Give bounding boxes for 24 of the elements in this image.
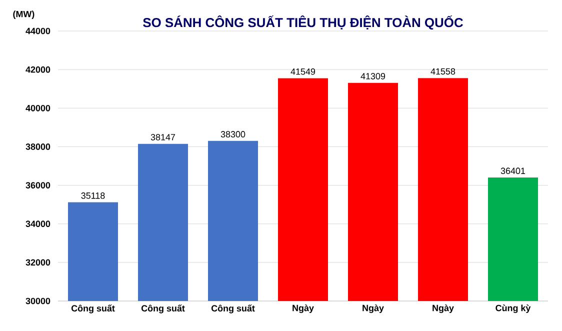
data-label: 36401 — [500, 168, 526, 174]
data-label: 38300 — [220, 131, 246, 138]
x-tick-label: Công suất — [211, 304, 255, 314]
y-tick-label: 38000 — [26, 144, 50, 150]
y-tick-label: 42000 — [26, 66, 50, 73]
y-axis-title: (MW) — [13, 10, 34, 19]
x-tick-label: Ngày — [432, 304, 454, 313]
x-tick-label: Cùng kỳ — [496, 304, 531, 313]
x-tick-label: Ngày — [292, 304, 314, 313]
y-tick-label: 30000 — [26, 298, 50, 304]
x-tick-label: Công suất — [71, 304, 115, 314]
y-tick-label: 34000 — [26, 220, 50, 228]
y-tick-label: 40000 — [26, 104, 50, 112]
data-label: 35118 — [81, 192, 105, 199]
y-tick-label: 36000 — [26, 182, 50, 188]
chart-title: SO SÁNH CÔNG SUẤT TIÊU THỤ ĐIỆN TOÀN QUỐC — [143, 15, 463, 30]
data-label: 41549 — [290, 68, 316, 75]
y-tick-label: 44000 — [26, 28, 50, 34]
data-label: 38147 — [150, 134, 176, 140]
y-tick-label: 32000 — [26, 259, 50, 266]
data-label: 41558 — [430, 68, 456, 75]
x-tick-label: Công suất — [141, 304, 185, 314]
x-tick-label: Ngày — [362, 304, 384, 313]
data-label: 41309 — [360, 73, 386, 80]
